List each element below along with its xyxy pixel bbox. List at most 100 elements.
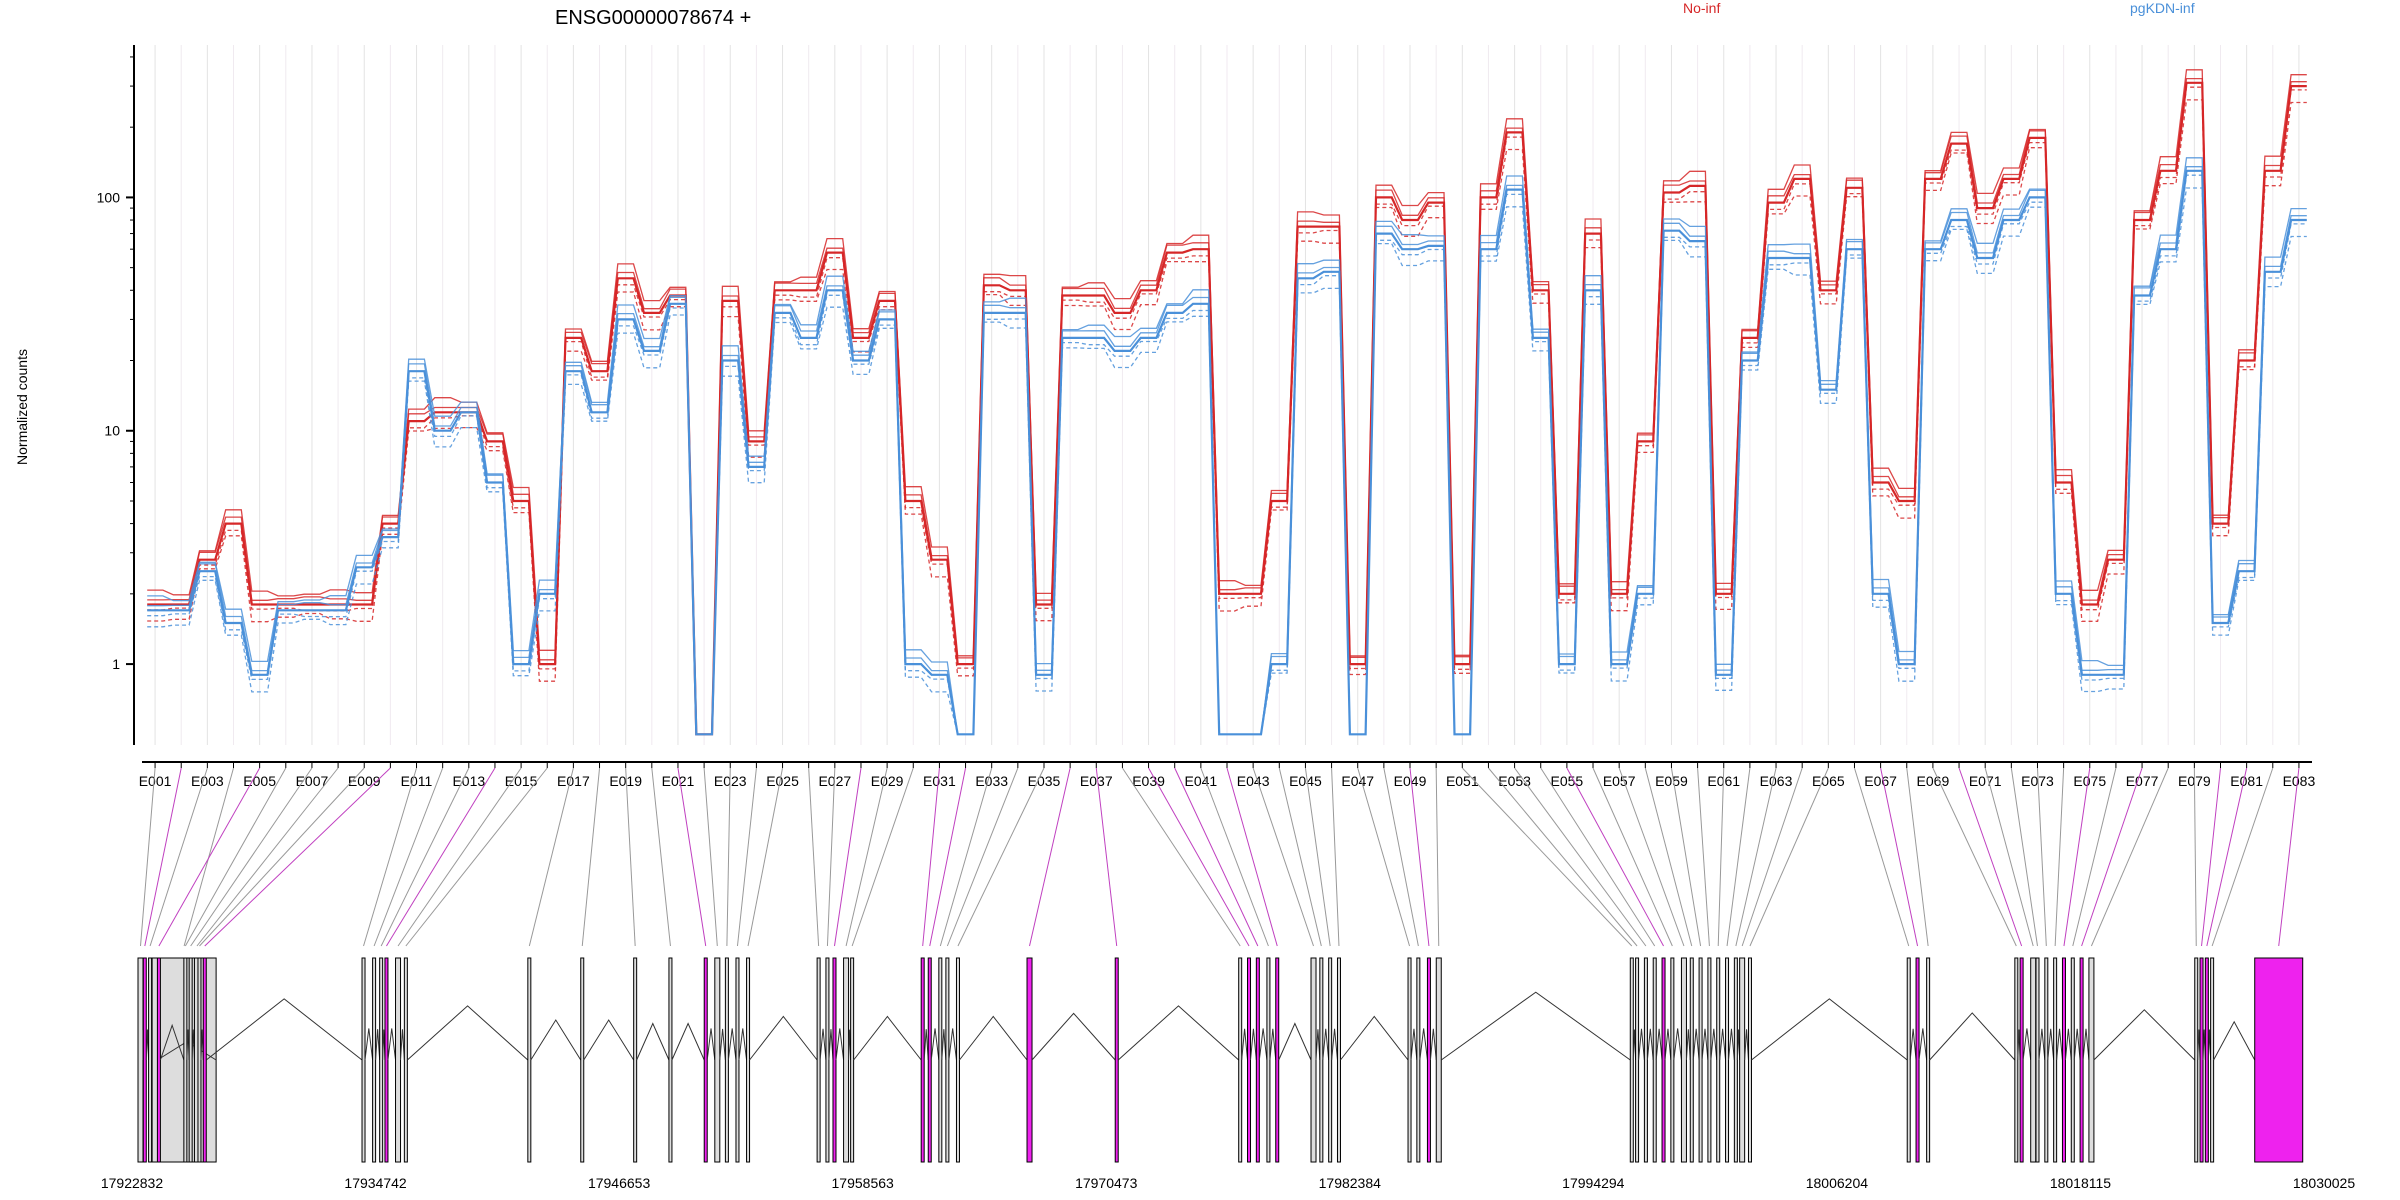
- intron-line: [2056, 1028, 2063, 1061]
- exon-connector: [845, 767, 888, 947]
- exon-connector: [1122, 767, 1241, 947]
- exon-connector: [2072, 767, 2117, 947]
- exon-tick-label: E061: [1707, 773, 1740, 789]
- exon-block: [1426, 957, 1431, 1163]
- series-line-no-inf: [147, 99, 2307, 735]
- exon-block: [361, 957, 366, 1163]
- exon-connector: [1095, 767, 1118, 947]
- exon-block: [183, 957, 188, 1163]
- coordinate-tick-label: 17994294: [1562, 1175, 1625, 1191]
- exon-block: [1026, 957, 1033, 1163]
- intron-line: [1031, 1012, 1116, 1061]
- grid-lines: [154, 45, 2300, 745]
- exon-block: [955, 957, 960, 1163]
- exon-tick-label: E051: [1446, 773, 1479, 789]
- exon-block: [2088, 957, 2095, 1163]
- exon-tick-label: E027: [818, 773, 851, 789]
- exon-tick-label: E011: [401, 773, 433, 789]
- exon-block: [1328, 957, 1333, 1163]
- exon-block: [1680, 957, 1687, 1163]
- intron-line: [853, 1015, 922, 1061]
- intron-line: [1250, 1028, 1257, 1061]
- exon-tick-label: E081: [2230, 773, 2263, 789]
- exon-block: [1310, 957, 1317, 1163]
- exon-block: [938, 957, 943, 1163]
- exon-connector: [2081, 767, 2143, 947]
- exon-block: [384, 957, 389, 1163]
- intron-line: [1673, 1028, 1682, 1061]
- exon-block: [1725, 957, 1730, 1163]
- exon-block: [372, 957, 377, 1163]
- series-line-no-inf: [147, 69, 2307, 735]
- intron-line: [387, 1028, 397, 1061]
- intron-line: [159, 1023, 185, 1061]
- exon-block: [920, 957, 925, 1163]
- intron-line: [1269, 1028, 1277, 1061]
- exon-connector: [1409, 767, 1430, 947]
- exon-block: [403, 957, 408, 1163]
- exon-block: [1247, 957, 1252, 1163]
- exon-connector: [1174, 767, 1259, 947]
- exon-tick-label: E015: [505, 773, 538, 789]
- exon-tick-label: E007: [296, 773, 329, 789]
- exon-block: [1906, 957, 1911, 1163]
- intron-line: [1322, 1028, 1330, 1061]
- exon-block: [2194, 957, 2199, 1163]
- coordinate-tick-label: 18018115: [2050, 1175, 2111, 1191]
- exon-connector: [1461, 767, 1633, 947]
- exon-block: [1114, 957, 1119, 1163]
- exon-block: [2030, 957, 2037, 1163]
- exon-connector: [1644, 767, 1693, 947]
- intron-line: [1410, 1028, 1418, 1061]
- exon-block: [1275, 957, 1280, 1163]
- intron-line: [1685, 1029, 1691, 1061]
- intron-line: [2064, 1028, 2072, 1061]
- exon-block: [746, 957, 751, 1163]
- exon-tick-label: E073: [2021, 773, 2054, 789]
- intron-line: [636, 1022, 670, 1061]
- coordinate-tick-label: 17934742: [344, 1175, 407, 1191]
- exon-connector: [1880, 767, 1919, 947]
- exon-connectors: [140, 767, 2300, 947]
- intron-line: [930, 1028, 940, 1061]
- exon-block: [1407, 957, 1412, 1163]
- exon-connector: [2201, 767, 2221, 947]
- exon-block: [1629, 957, 1634, 1163]
- exon-block: [1707, 957, 1712, 1163]
- intron-line: [1751, 998, 1908, 1061]
- intron-line: [2082, 1028, 2090, 1061]
- exon-connector: [2090, 767, 2169, 947]
- intron-line: [1419, 1028, 1428, 1061]
- exon-block: [395, 957, 402, 1163]
- exon-block: [142, 957, 147, 1163]
- exon-connector: [2206, 767, 2248, 947]
- coordinate-tick-label: 17958563: [832, 1175, 895, 1191]
- exon-connector: [929, 767, 967, 947]
- exon-tick-label: E035: [1028, 773, 1061, 789]
- exon-connector: [190, 767, 313, 947]
- intron-line: [1646, 1028, 1654, 1061]
- exon-block: [2019, 957, 2024, 1163]
- exon-tick-label: E057: [1603, 773, 1636, 789]
- intron-line: [2038, 1028, 2046, 1061]
- exon-tick-label: E065: [1812, 773, 1845, 789]
- exon-connector: [2054, 767, 2065, 947]
- intron-line: [364, 1028, 374, 1061]
- exon-connector: [703, 767, 718, 947]
- exon-tick-label: E031: [923, 773, 956, 789]
- exon-block: [2053, 957, 2058, 1163]
- intron-line: [1258, 1028, 1268, 1061]
- exon-connector: [1435, 767, 1440, 947]
- exon-tick-label: E069: [1917, 773, 1950, 789]
- exon-connector: [1618, 767, 1685, 947]
- exon-connector: [833, 767, 862, 947]
- intron-line: [2213, 1020, 2256, 1061]
- exon-connector: [363, 767, 417, 947]
- exon-block: [197, 957, 202, 1163]
- intron-line: [375, 1029, 381, 1061]
- intron-line: [1692, 1028, 1700, 1061]
- exon-block: [137, 957, 144, 1163]
- exon-block: [1915, 957, 1920, 1163]
- intron-line: [948, 1028, 957, 1061]
- exon-block: [1926, 957, 1931, 1163]
